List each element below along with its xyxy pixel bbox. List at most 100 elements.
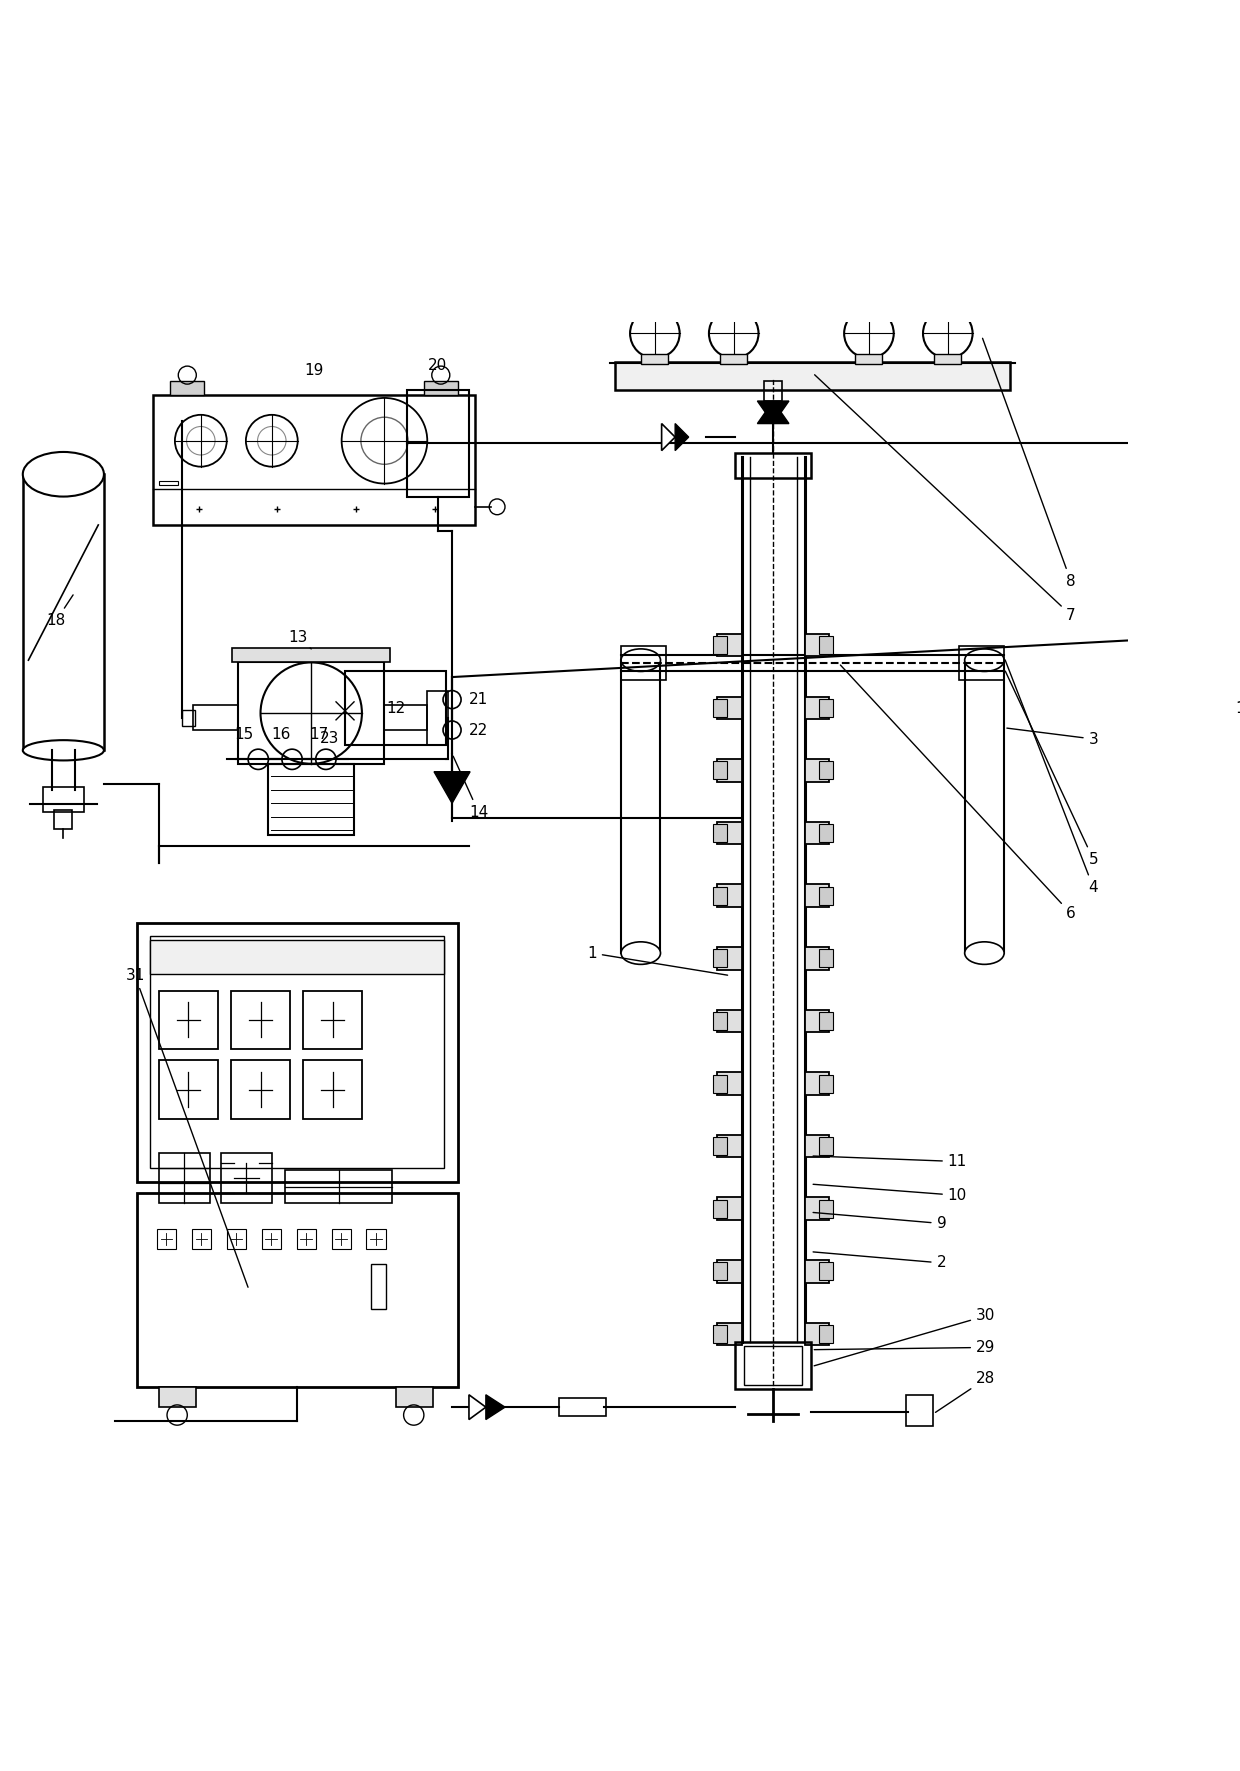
Text: 30: 30 [815,1309,996,1365]
Text: 15: 15 [234,728,253,742]
Bar [717,1009,742,1032]
Bar [367,1229,386,1249]
Bar [304,1061,362,1119]
Text: 12: 12 [1235,701,1240,715]
Bar [227,1229,246,1249]
Bar [193,705,238,730]
Bar [805,634,830,657]
Polygon shape [675,423,688,450]
Bar [820,1199,833,1218]
Bar [713,1137,727,1155]
Bar [713,1075,727,1093]
Bar [906,1396,934,1426]
Bar [805,1135,830,1158]
Bar [764,381,782,400]
Bar [820,1263,833,1280]
Bar [820,700,833,717]
Bar [159,990,218,1048]
Text: 14: 14 [453,756,489,820]
Bar [304,990,362,1048]
Text: 5: 5 [1006,671,1099,868]
Bar [805,760,830,781]
Ellipse shape [22,740,104,760]
Bar [717,1135,742,1158]
Text: 28: 28 [935,1371,996,1411]
Text: 6: 6 [841,666,1076,921]
Bar [735,1342,811,1388]
Bar [157,1229,176,1249]
Text: 8: 8 [982,338,1076,588]
Bar [820,636,833,653]
Bar [805,696,830,719]
Bar [621,646,666,680]
Bar [717,822,742,845]
Bar [232,648,391,662]
Ellipse shape [621,942,661,965]
Bar [820,1137,833,1155]
Bar [820,887,833,905]
Text: 7: 7 [815,375,1076,623]
Text: 9: 9 [813,1213,946,1231]
Text: 13: 13 [289,630,311,648]
Bar [192,1229,211,1249]
Text: 2: 2 [813,1252,946,1270]
Text: 22: 22 [469,723,489,737]
Text: 18: 18 [46,595,73,629]
Bar [717,947,742,969]
Bar [159,482,179,485]
Bar [934,354,961,363]
Bar [805,1323,830,1346]
Text: 12: 12 [386,701,405,715]
Bar [717,1261,742,1282]
Bar [805,1009,830,1032]
Text: 19: 19 [304,363,324,379]
Bar [717,1197,742,1220]
Text: 29: 29 [815,1341,996,1355]
Ellipse shape [965,648,1004,671]
Bar [641,354,668,363]
Bar [820,1011,833,1031]
Bar [717,696,742,719]
Bar [820,1325,833,1342]
Polygon shape [758,400,789,423]
Polygon shape [758,400,789,423]
Text: 17: 17 [310,728,329,742]
Bar [820,824,833,841]
Bar [559,1397,606,1417]
Bar [720,354,748,363]
Bar [407,390,469,498]
Bar [820,1075,833,1093]
Bar [713,1325,727,1342]
Bar [717,634,742,657]
Ellipse shape [965,942,1004,965]
Bar [805,1197,830,1220]
Bar [744,1346,802,1385]
Bar [717,1323,742,1346]
Bar [717,1071,742,1094]
Text: 1: 1 [588,946,728,976]
Text: 23: 23 [320,731,340,746]
Bar [150,937,444,1169]
Polygon shape [469,1396,486,1420]
Bar [371,1264,386,1309]
Bar [805,884,830,907]
Bar [713,1263,727,1280]
Bar [396,1387,433,1408]
Polygon shape [486,1396,505,1420]
Text: 21: 21 [469,692,489,707]
Bar [805,947,830,969]
Bar [615,361,1009,390]
Bar [238,662,384,763]
Bar [428,691,448,744]
Bar [150,940,444,974]
Bar [713,1011,727,1031]
Bar [55,809,72,829]
Ellipse shape [22,452,104,496]
Bar [221,1153,272,1204]
Bar [805,1261,830,1282]
Bar [805,1071,830,1094]
Bar [713,887,727,905]
Bar [959,646,1004,680]
Bar [713,636,727,653]
Bar [296,1229,316,1249]
